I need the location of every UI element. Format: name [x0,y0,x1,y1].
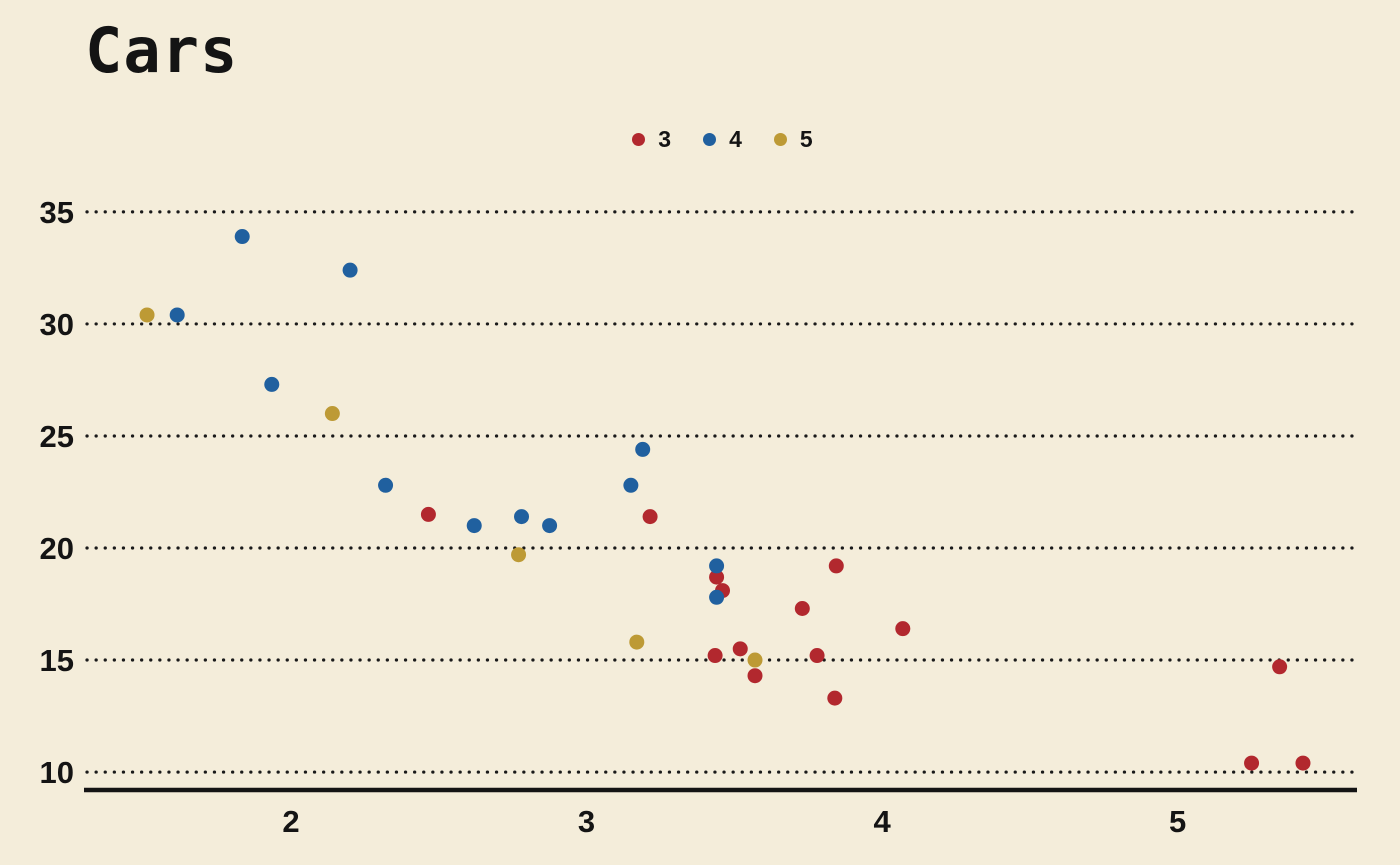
data-point-series-4 [169,307,185,323]
data-point-series-3 [794,601,810,616]
legend-dot-icon [632,133,646,146]
data-point-series-5 [324,406,340,422]
data-point-series-4 [342,262,358,278]
legend-label: 3 [658,126,672,152]
data-point-series-3 [1272,659,1288,675]
data-point-series-4 [264,376,280,392]
data-point-series-5 [139,307,155,323]
data-point-series-3 [709,569,725,585]
chart-title: Cars [85,14,239,87]
y-tick-label: 20 [40,531,74,566]
data-point-series-3 [1295,755,1311,771]
data-point-series-4 [378,477,394,493]
data-point-series-5 [511,547,527,563]
data-point-series-5 [629,634,645,650]
data-point-series-3 [828,558,844,574]
data-point-series-4 [709,589,725,605]
legend-item-3: 3 [632,126,671,153]
legend-dot-icon [703,133,717,146]
legend-label: 5 [799,126,813,152]
data-point-series-3 [895,621,911,637]
data-point-series-4 [514,509,530,525]
data-point-series-3 [420,506,436,522]
data-point-series-3 [732,641,748,657]
data-point-series-4 [635,441,651,457]
legend-item-5: 5 [773,126,813,153]
x-tick-label: 3 [578,804,595,839]
chart-legend: 3 4 5 [90,126,1355,153]
data-point-series-4 [234,229,250,245]
y-tick-label: 30 [40,307,74,342]
data-point-series-3 [642,509,658,525]
x-tick-label: 5 [1169,804,1186,839]
data-point-series-3 [827,690,843,706]
legend-item-4: 4 [703,126,742,153]
data-point-series-3 [809,648,825,664]
y-tick-label: 35 [40,195,74,230]
legend-label: 4 [729,126,742,152]
data-point-series-4 [709,558,725,574]
x-tick-label: 4 [873,804,891,839]
x-tick-label: 2 [282,804,299,839]
legend-dot-icon [773,133,787,146]
data-point-series-3 [747,668,763,684]
data-point-series-5 [747,652,763,668]
data-point-series-4 [623,477,639,493]
data-point-series-3 [1244,755,1260,771]
data-point-series-4 [466,518,482,534]
data-point-series-4 [542,518,558,534]
y-tick-label: 25 [40,419,74,454]
y-tick-label: 10 [40,755,74,790]
data-point-series-3 [707,648,723,664]
y-tick-label: 15 [40,643,74,678]
